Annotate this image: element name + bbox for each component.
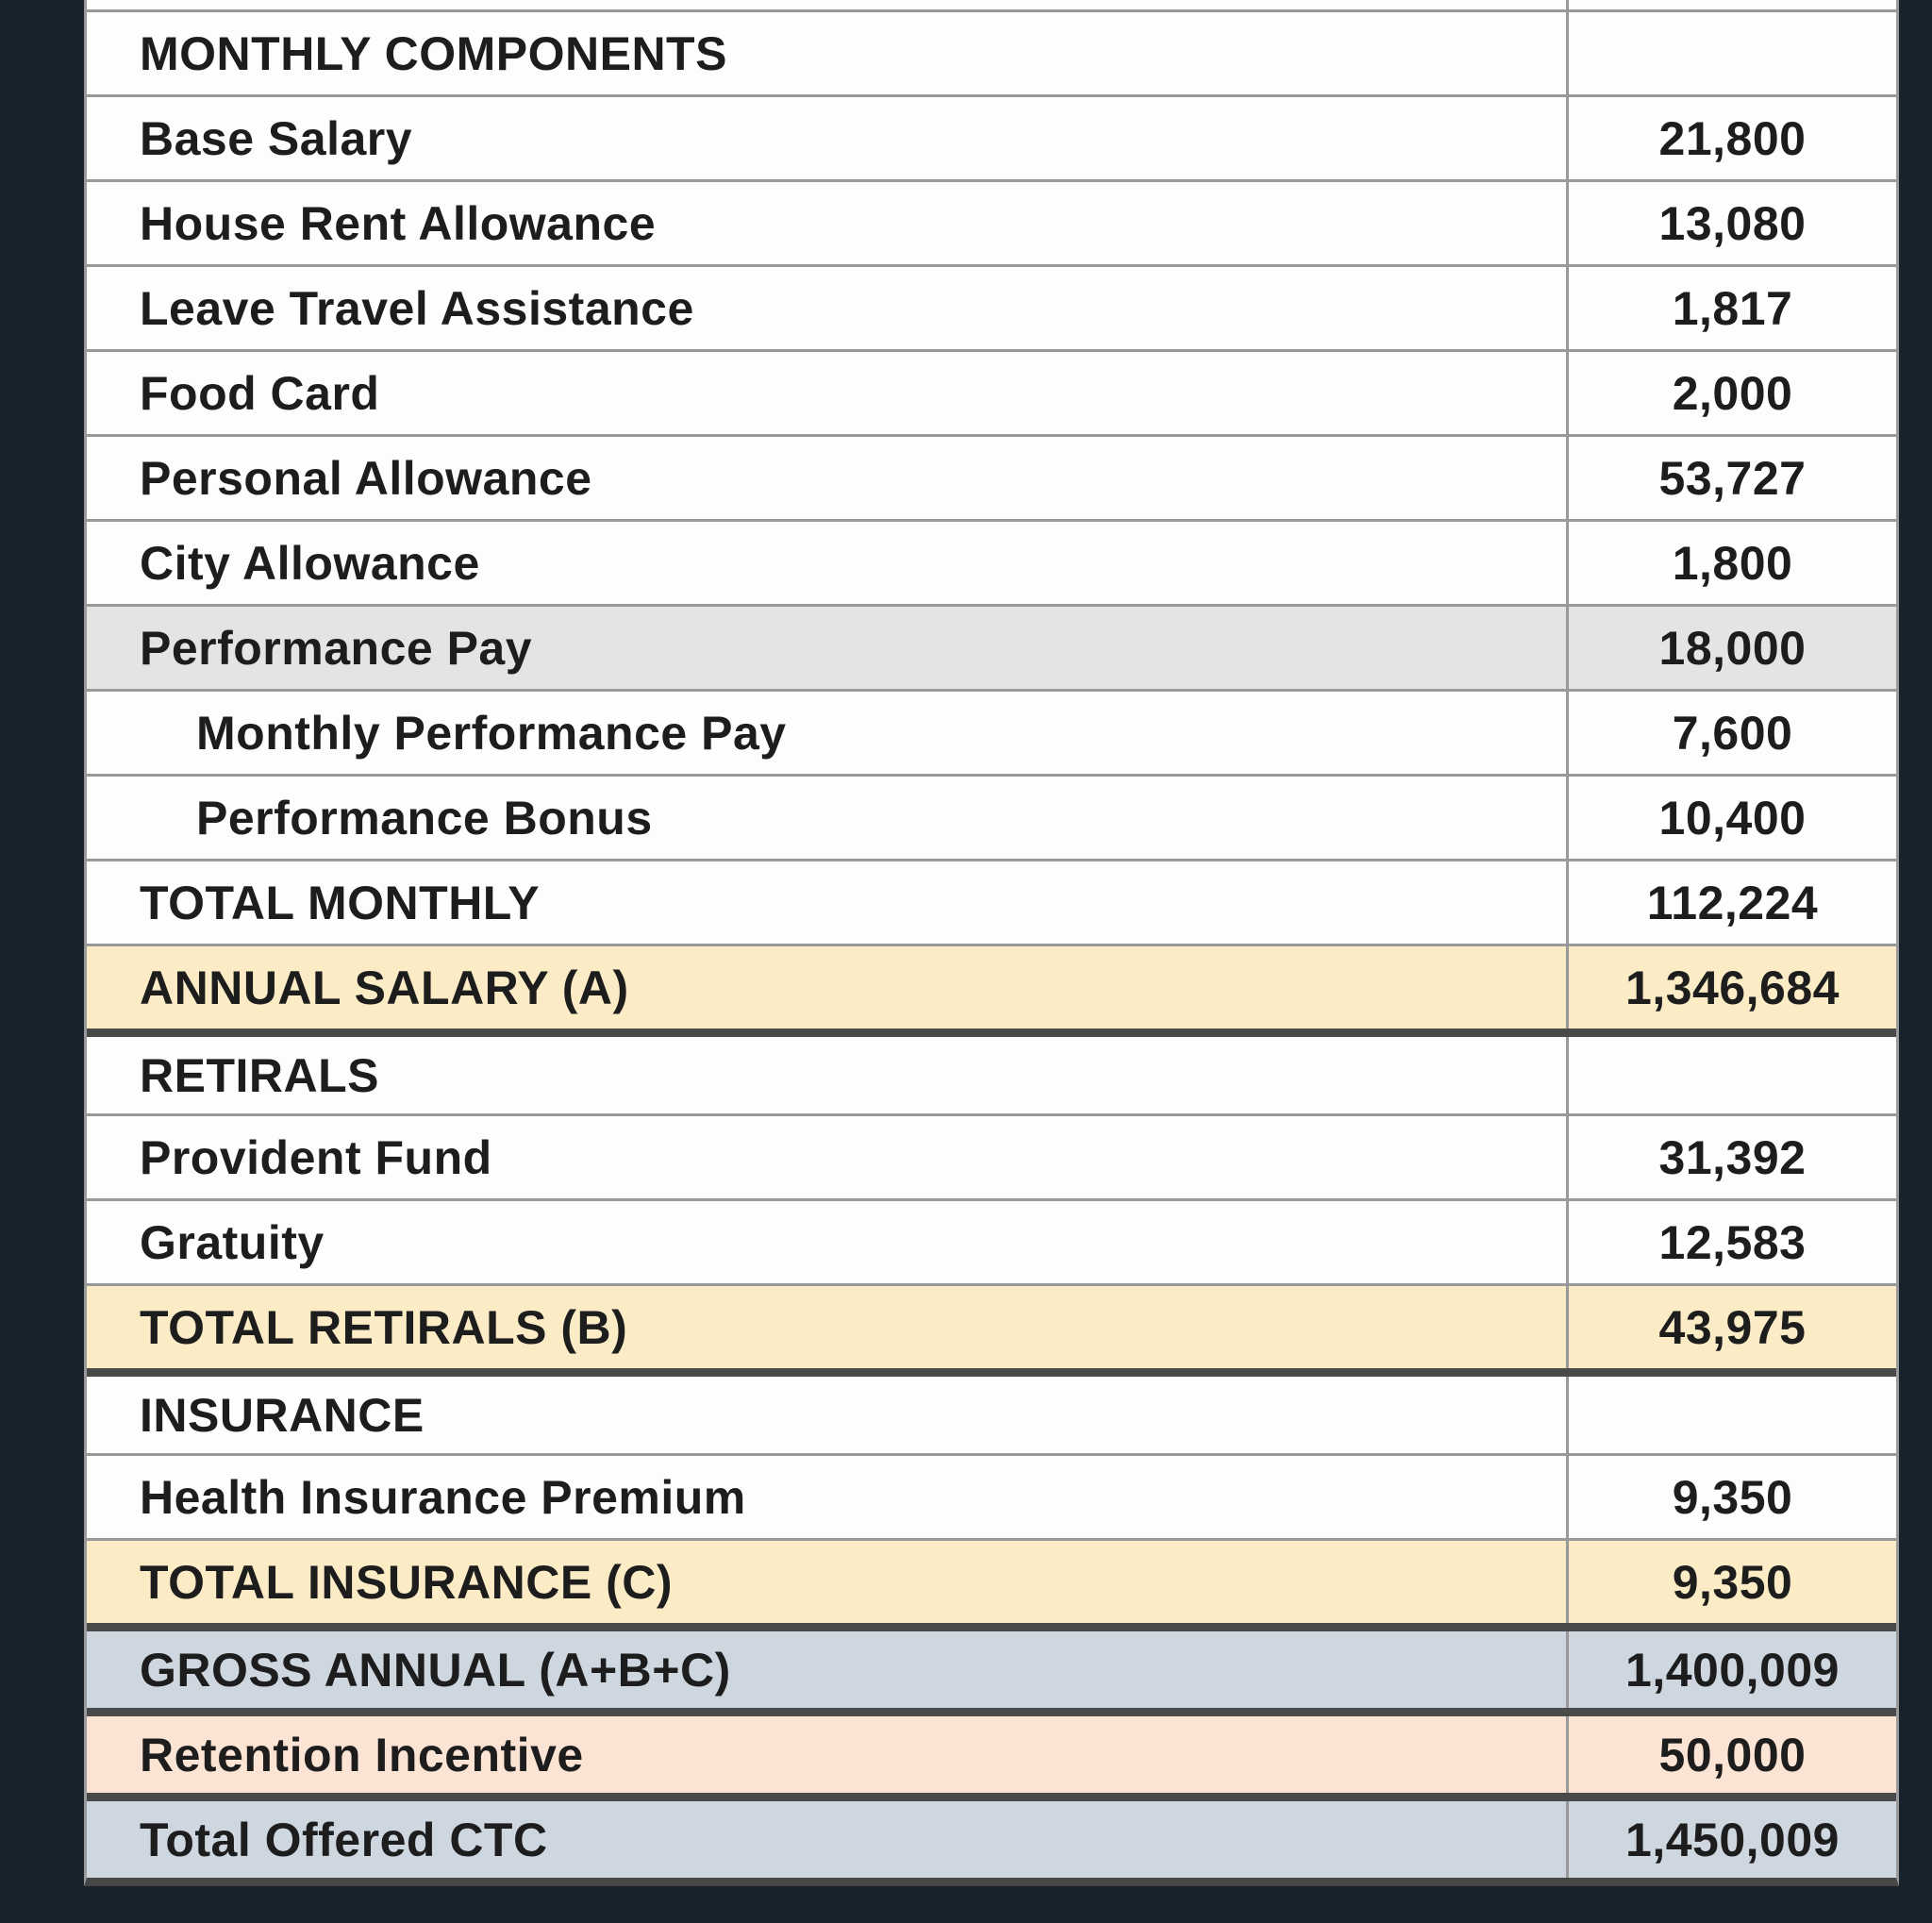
row-label: TOTAL RETIRALS (B) (140, 1300, 628, 1354)
table-row-personal-allowance: Personal Allowance 53,727 (87, 434, 1896, 519)
table-row-total-offered-ctc: Total Offered CTC 1,450,009 (87, 1793, 1896, 1878)
row-value: 50,000 (1658, 1728, 1807, 1781)
row-label: Retention Incentive (140, 1728, 584, 1781)
table-row-section-insurance: INSURANCE (87, 1368, 1896, 1453)
row-value: 10,400 (1658, 791, 1807, 844)
table-row-total-monthly: TOTAL MONTHLY 112,224 (87, 859, 1896, 944)
row-label: House Rent Allowance (140, 196, 657, 250)
row-value: 1,400,009 (1625, 1643, 1840, 1697)
row-label: Provident Fund (140, 1130, 492, 1184)
row-value: 31,392 (1658, 1130, 1807, 1184)
row-value: 9,350 (1672, 1555, 1793, 1609)
row-label: Monthly Performance Pay (196, 706, 787, 760)
table-row-provident-fund: Provident Fund 31,392 (87, 1113, 1896, 1198)
table-row-base-salary: Base Salary 21,800 (87, 94, 1896, 179)
table-row-retention-incentive: Retention Incentive 50,000 (87, 1708, 1896, 1793)
table-row-food-card: Food Card 2,000 (87, 349, 1896, 434)
table-row-gratuity: Gratuity 12,583 (87, 1198, 1896, 1283)
row-value: 1,450,009 (1625, 1813, 1840, 1866)
row-label: Food Card (140, 366, 380, 420)
table-row-total-insurance-c: TOTAL INSURANCE (C) 9,350 (87, 1538, 1896, 1623)
row-value: 1,817 (1672, 281, 1793, 335)
row-label: TOTAL INSURANCE (C) (140, 1555, 674, 1609)
row-label: Total Offered CTC (140, 1813, 548, 1866)
row-value: 7,600 (1672, 706, 1793, 760)
table-row-section-retirals: RETIRALS (87, 1028, 1896, 1113)
row-label: Personal Allowance (140, 451, 592, 505)
table-row-section-monthly-components: MONTHLY COMPONENTS (87, 9, 1896, 94)
row-label: Leave Travel Assistance (140, 281, 694, 335)
table-row-gross-annual: GROSS ANNUAL (A+B+C) 1,400,009 (87, 1623, 1896, 1708)
row-label: Performance Pay (140, 621, 533, 675)
row-value: 2,000 (1672, 366, 1793, 420)
row-label: MONTHLY COMPONENTS (140, 26, 727, 80)
row-value: 1,800 (1672, 536, 1793, 590)
row-label: Performance Bonus (196, 791, 653, 844)
cut-off-row-sliver (87, 0, 1896, 9)
row-label: ANNUAL SALARY (A) (140, 961, 629, 1014)
table-row-house-rent-allowance: House Rent Allowance 13,080 (87, 179, 1896, 264)
row-label: TOTAL MONTHLY (140, 876, 541, 929)
row-value: 112,224 (1646, 876, 1819, 929)
row-label: Base Salary (140, 111, 413, 165)
table-row-total-retirals-b: TOTAL RETIRALS (B) 43,975 (87, 1283, 1896, 1368)
row-value: 18,000 (1658, 621, 1807, 675)
salary-breakup-table: MONTHLY COMPONENTS Base Salary 21,800 Ho… (84, 0, 1899, 1886)
table-row-monthly-performance-pay: Monthly Performance Pay 7,600 (87, 689, 1896, 774)
table-row-performance-bonus: Performance Bonus 10,400 (87, 774, 1896, 859)
row-label: INSURANCE (140, 1388, 425, 1442)
table-row-city-allowance: City Allowance 1,800 (87, 519, 1896, 604)
row-value: 21,800 (1658, 111, 1807, 165)
row-label: Health Insurance Premium (140, 1470, 746, 1524)
row-label: RETIRALS (140, 1048, 379, 1102)
table-row-leave-travel-assistance: Leave Travel Assistance 1,817 (87, 264, 1896, 349)
table-row-performance-pay: Performance Pay 18,000 (87, 604, 1896, 689)
table-row-annual-salary-a: ANNUAL SALARY (A) 1,346,684 (87, 944, 1896, 1028)
row-value: 13,080 (1658, 196, 1807, 250)
row-value: 43,975 (1658, 1300, 1807, 1354)
row-label: Gratuity (140, 1215, 325, 1269)
row-label: GROSS ANNUAL (A+B+C) (140, 1643, 731, 1697)
row-value: 12,583 (1658, 1215, 1807, 1269)
row-value: 1,346,684 (1625, 961, 1840, 1014)
row-label: City Allowance (140, 536, 480, 590)
table-row-health-insurance-premium: Health Insurance Premium 9,350 (87, 1453, 1896, 1538)
row-value: 9,350 (1672, 1470, 1793, 1524)
row-value: 53,727 (1658, 451, 1807, 505)
